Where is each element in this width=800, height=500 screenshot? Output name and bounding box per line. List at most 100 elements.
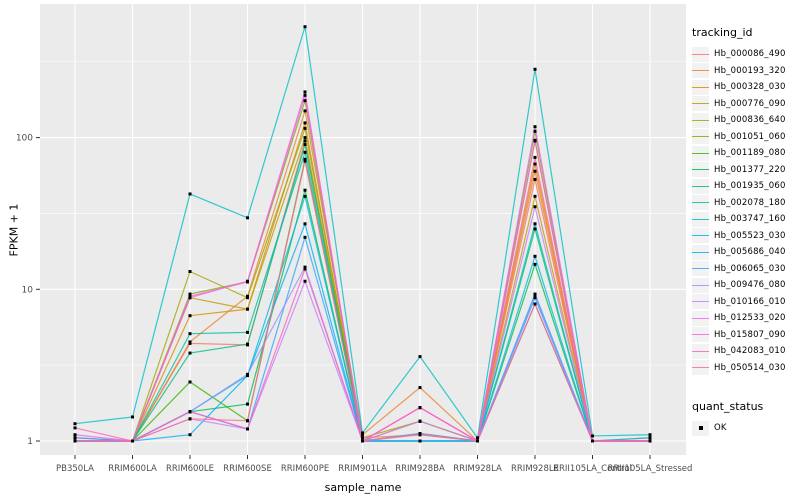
legend-item-label: Hb_005686_040 bbox=[714, 247, 786, 258]
legend-key-line-icon bbox=[692, 294, 709, 310]
data-point bbox=[533, 227, 537, 231]
data-point bbox=[303, 235, 307, 239]
legend-key-line-icon bbox=[692, 178, 709, 194]
data-point bbox=[73, 439, 77, 443]
x-tick-label: RRII105LA_Control bbox=[553, 464, 632, 474]
legend-quant-status: quant_status OK bbox=[692, 400, 798, 437]
data-point bbox=[533, 67, 537, 71]
data-point bbox=[188, 340, 192, 344]
y-tick-label: 100 bbox=[16, 134, 33, 144]
legend-key-point-icon bbox=[692, 420, 709, 436]
data-point bbox=[533, 169, 537, 173]
legend-item: Hb_009476_080 bbox=[692, 277, 798, 294]
legend-line-swatch bbox=[692, 268, 709, 270]
data-point bbox=[246, 330, 249, 334]
legend-item-label: Hb_002078_180 bbox=[714, 197, 786, 208]
data-point bbox=[246, 216, 249, 220]
legend-item: Hb_010166_010 bbox=[692, 294, 798, 311]
legend-item-label: Hb_042083_010 bbox=[714, 346, 786, 357]
data-point bbox=[418, 406, 422, 410]
legend-key-line-icon bbox=[692, 310, 709, 326]
legend-line-swatch bbox=[692, 169, 709, 171]
legend-title-quant-status: quant_status bbox=[692, 400, 764, 413]
data-point bbox=[246, 307, 249, 311]
legend-item: Hb_002078_180 bbox=[692, 195, 798, 212]
data-point bbox=[533, 194, 537, 198]
legend-item-label: Hb_001051_060 bbox=[714, 131, 786, 142]
data-point bbox=[533, 262, 537, 266]
data-point bbox=[303, 194, 307, 198]
data-point bbox=[533, 129, 537, 133]
data-point bbox=[591, 434, 594, 438]
data-point bbox=[418, 419, 422, 423]
data-point bbox=[303, 99, 307, 103]
y-tick-label: 10 bbox=[22, 285, 34, 295]
legend-item: Hb_000086_490 bbox=[692, 46, 798, 63]
legend-key-line-icon bbox=[692, 79, 709, 95]
black-square-point-icon bbox=[698, 426, 703, 431]
data-point bbox=[533, 302, 537, 306]
data-point bbox=[418, 433, 422, 437]
legend-item-label: Hb_000086_490 bbox=[714, 49, 786, 60]
legend-line-swatch bbox=[692, 53, 709, 55]
data-point bbox=[361, 436, 364, 440]
legend-item: Hb_000836_640 bbox=[692, 112, 798, 129]
data-point bbox=[188, 270, 192, 274]
legend-item-label: OK bbox=[714, 423, 727, 434]
data-point bbox=[131, 415, 134, 419]
data-point bbox=[303, 222, 307, 226]
x-tick-label: RRIM928LA bbox=[453, 464, 502, 474]
legend-item: Hb_050514_030 bbox=[692, 360, 798, 377]
legend-item-quant: OK bbox=[692, 420, 798, 437]
legend-line-swatch bbox=[692, 103, 709, 105]
data-point bbox=[303, 143, 307, 147]
data-point bbox=[533, 138, 537, 142]
data-point bbox=[246, 342, 249, 346]
data-point bbox=[246, 419, 249, 423]
legend-key-line-icon bbox=[692, 360, 709, 376]
y-axis-title: FPKM + 1 bbox=[7, 203, 21, 257]
data-point bbox=[188, 380, 192, 384]
data-point bbox=[361, 431, 364, 435]
legend-key-line-icon bbox=[692, 46, 709, 62]
data-point bbox=[246, 296, 249, 300]
legend-item: Hb_001189_080 bbox=[692, 145, 798, 162]
legend-line-swatch bbox=[692, 301, 709, 303]
data-point bbox=[131, 439, 134, 443]
legend-line-swatch bbox=[692, 86, 709, 88]
legend-line-swatch bbox=[692, 136, 709, 138]
data-point bbox=[188, 332, 192, 336]
legend-item: Hb_001377_220 bbox=[692, 162, 798, 179]
legend-title-tracking-id: tracking_id bbox=[692, 26, 753, 39]
data-point bbox=[303, 25, 307, 29]
x-axis-title: sample_name bbox=[324, 481, 402, 494]
legend-line-swatch bbox=[692, 70, 709, 72]
x-tick-label: RRIM600SE bbox=[223, 464, 272, 474]
legend-line-swatch bbox=[692, 202, 709, 204]
legend-items-tracking-id: Hb_000086_490 Hb_000193_320 Hb_000328_030 H… bbox=[692, 46, 798, 376]
data-point bbox=[303, 126, 307, 130]
data-point bbox=[591, 439, 594, 443]
legend-item-label: Hb_001935_060 bbox=[714, 181, 786, 192]
data-point bbox=[648, 433, 652, 437]
data-point bbox=[533, 294, 537, 298]
legend-item-label: Hb_015807_090 bbox=[714, 329, 786, 340]
legend-items-quant-status: OK bbox=[692, 420, 798, 437]
legend-key-line-icon bbox=[692, 162, 709, 178]
data-point bbox=[361, 439, 364, 443]
data-point bbox=[533, 292, 537, 296]
x-tick-label: RRIM600LE bbox=[166, 464, 214, 474]
data-point bbox=[303, 121, 307, 125]
data-point bbox=[533, 125, 537, 129]
legend-key-line-icon bbox=[692, 261, 709, 277]
legend-item: Hb_012533_020 bbox=[692, 310, 798, 327]
data-point bbox=[303, 150, 307, 154]
data-point bbox=[73, 436, 77, 440]
data-point bbox=[303, 188, 307, 192]
data-point bbox=[418, 355, 422, 359]
x-tick-label: RRIM901LA bbox=[338, 464, 387, 474]
legend-key-line-icon bbox=[692, 343, 709, 359]
legend-key-line-icon bbox=[692, 327, 709, 343]
legend-item-label: Hb_010166_010 bbox=[714, 296, 786, 307]
